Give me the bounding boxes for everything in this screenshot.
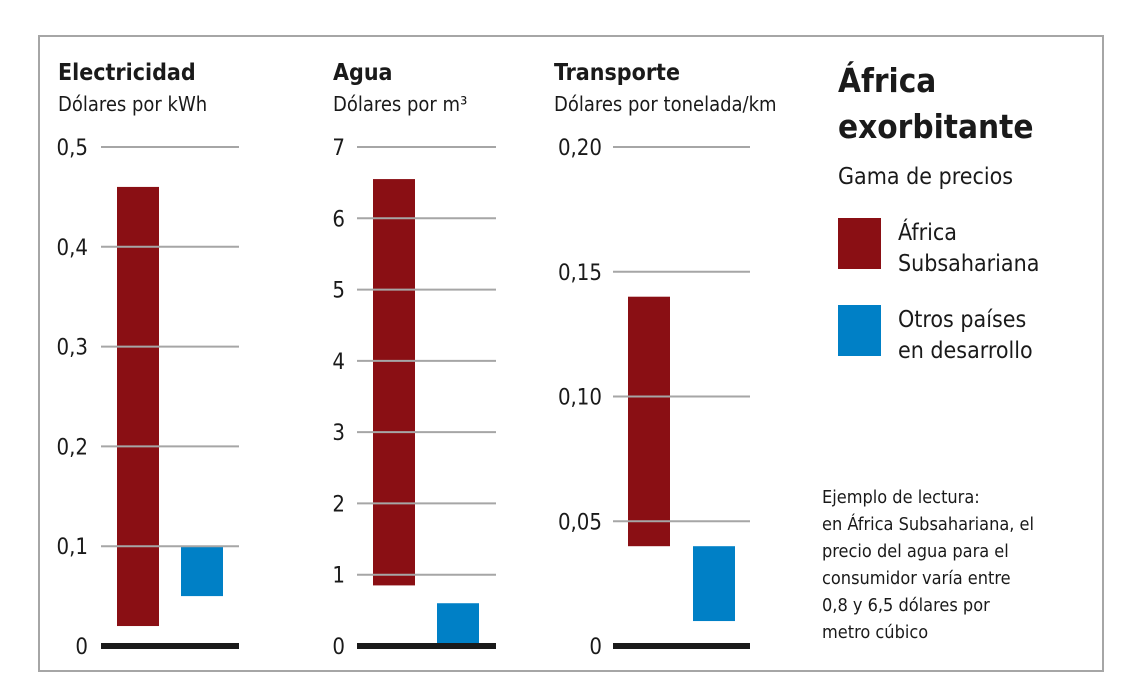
y-tick-label-water: 4 <box>332 350 345 375</box>
bar-water-africa <box>373 179 415 586</box>
y-tick-label-electricity: 0,3 <box>57 336 88 361</box>
y-tick-label-water: 5 <box>332 279 345 304</box>
note-line-1: Ejemplo de lectura: <box>822 487 980 508</box>
panel-unit-water: Dólares por m³ <box>333 92 467 116</box>
y-tick-label-water: 2 <box>332 492 345 517</box>
axis-baseline-electricity <box>101 643 239 649</box>
y-tick-label-water: 3 <box>332 421 345 446</box>
y-tick-label-electricity: 0,1 <box>57 535 88 560</box>
y-tick-label-transport: 0 <box>589 635 602 660</box>
axis-baseline-water <box>357 643 496 649</box>
note-line-6: metro cúbico <box>822 622 928 643</box>
y-tick-label-electricity: 0,5 <box>57 136 88 161</box>
note-line-2: en África Subsahariana, el <box>822 513 1034 535</box>
panel-unit-electricity: Dólares por kWh <box>58 92 207 116</box>
y-tick-label-water: 0 <box>332 635 345 660</box>
panel-unit-transport: Dólares por tonelada/km <box>554 92 777 116</box>
y-tick-label-electricity: 0,2 <box>57 435 88 460</box>
legend-label-others-line-1: Otros países <box>898 307 1026 333</box>
y-tick-label-transport: 0,10 <box>558 386 602 411</box>
y-tick-label-water: 7 <box>332 136 345 161</box>
y-tick-label-transport: 0,15 <box>558 261 602 286</box>
bar-water-others <box>437 603 479 646</box>
chart-frame <box>38 35 1104 672</box>
y-tick-label-transport: 0,20 <box>558 136 602 161</box>
note-line-5: 0,8 y 6,5 dólares por <box>822 595 990 616</box>
panel-title-transport: Transporte <box>554 60 680 86</box>
legend-title-line-1: África <box>838 60 936 100</box>
axis-baseline-transport <box>613 643 750 649</box>
y-tick-label-water: 6 <box>332 207 345 232</box>
legend-swatch-others <box>838 305 881 356</box>
legend-title-line-2: exorbitante <box>838 107 1033 146</box>
bar-electricity-others <box>181 546 223 597</box>
legend-subtitle: Gama de precios <box>838 164 1013 190</box>
y-tick-label-water: 1 <box>332 564 345 589</box>
note-line-3: precio del agua para el <box>822 541 1009 562</box>
bar-electricity-africa <box>117 186 159 627</box>
legend-label-africa-line-2: Subsahariana <box>898 251 1039 277</box>
panel-title-electricity: Electricidad <box>58 60 196 86</box>
legend-swatch-africa <box>838 218 881 269</box>
panel-title-water: Agua <box>333 60 393 86</box>
bar-transport-others <box>693 546 735 622</box>
bar-transport-africa <box>628 296 670 547</box>
legend-label-others-line-2: en desarrollo <box>898 338 1033 364</box>
y-tick-label-electricity: 0,4 <box>57 236 88 261</box>
note-line-4: consumidor varía entre <box>822 568 1011 589</box>
legend-label-africa-line-1: África <box>898 218 957 246</box>
y-tick-label-transport: 0,05 <box>558 510 602 535</box>
y-tick-label-electricity: 0 <box>75 635 88 660</box>
